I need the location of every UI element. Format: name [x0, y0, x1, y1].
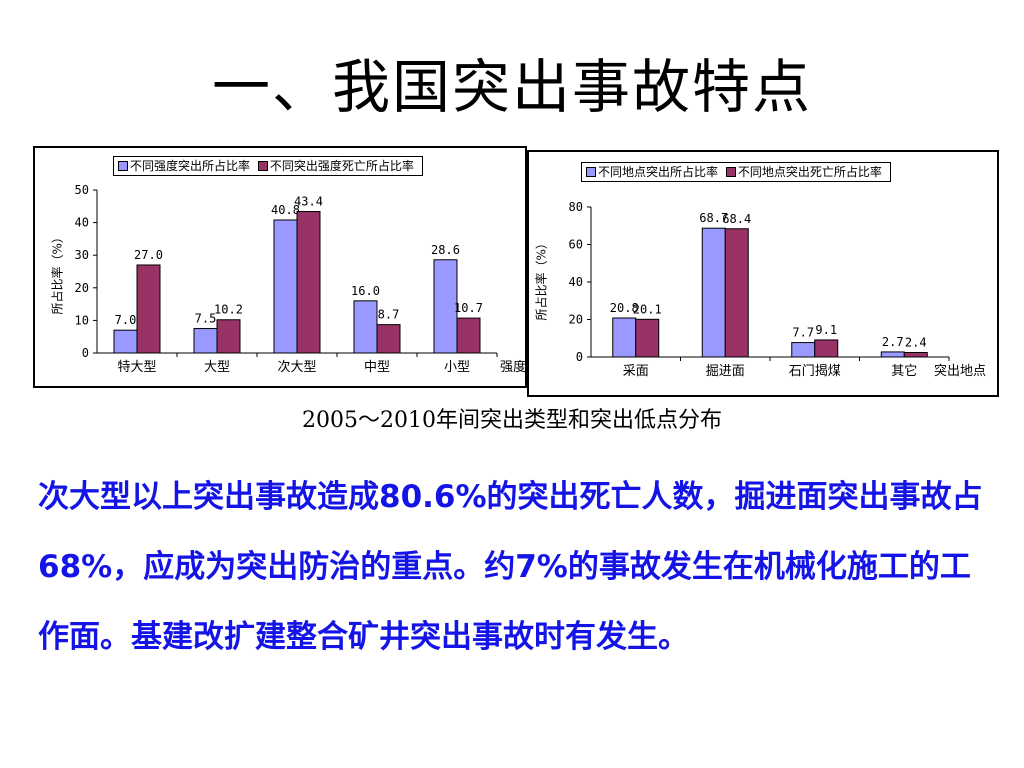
y-tick-label: 0 [576, 350, 583, 364]
bar [113, 329, 138, 354]
legend-item: 不同地点突出所占比率 [586, 163, 718, 181]
data-label: 7.0 [115, 313, 137, 327]
location-chart-legend: 不同地点突出所占比率 不同地点突出死亡所占比率 [581, 162, 891, 182]
x-tick-label: 大型 [204, 360, 230, 375]
legend-label: 不同强度突出所占比率 [130, 159, 251, 173]
y-tick-label: 40 [75, 216, 89, 230]
bar [376, 324, 401, 354]
x-tick-label: 掘进面 [706, 364, 745, 379]
legend-label: 不同地点突出所占比率 [598, 165, 719, 179]
x-axis-label: 强度 [500, 359, 525, 375]
data-label: 10.7 [454, 301, 483, 315]
data-label: 2.4 [905, 336, 927, 350]
bar [273, 219, 298, 354]
bar [353, 300, 378, 354]
data-label: 10.2 [214, 303, 243, 317]
bar [814, 339, 839, 358]
bar [903, 352, 928, 358]
figure-caption: 2005～2010年间突出类型和突出低点分布 [302, 408, 722, 433]
bar [136, 264, 161, 354]
y-tick-label: 10 [75, 313, 89, 327]
data-label: 8.7 [378, 308, 400, 322]
data-label: 68.7 [699, 211, 728, 225]
location-chart-plot: 0 20 40 60 80 采面 20.820.1 掘进面 68.768.4 石门揭煤 7.7 9.1… [569, 200, 986, 379]
y-tick-label: 0 [82, 346, 89, 360]
y-tick-label: 20 [75, 281, 89, 295]
x-axis-label: 突出地点 [934, 363, 986, 379]
y-tick-label: 80 [569, 200, 583, 214]
y-tick-label: 30 [75, 248, 89, 262]
data-label: 20.1 [633, 302, 662, 316]
x-tick-label: 小型 [444, 360, 470, 375]
legend-swatch [725, 167, 736, 177]
legend-item: 不同地点突出死亡所占比率 [725, 163, 882, 181]
data-label: 40.8 [271, 203, 300, 217]
x-tick-label: 次大型 [277, 359, 316, 375]
legend-swatch [586, 167, 596, 177]
bar [216, 319, 241, 354]
data-label: 16.0 [351, 284, 380, 298]
bar [193, 328, 218, 354]
data-label: 28.6 [431, 243, 460, 257]
data-label: 20.8 [610, 301, 639, 315]
slide-title: 一、我国突出事故特点 [211, 53, 812, 121]
data-label: 43.4 [294, 195, 323, 209]
bar [880, 351, 905, 358]
data-label: 68.4 [722, 212, 751, 226]
legend-label: 不同突出强度死亡所占比率 [269, 159, 414, 173]
strength-chart: 不同强度突出所占比率 不同突出强度死亡所占比率 所占比率（%） 0 10 20 30 4… [33, 146, 527, 388]
data-label: 27.0 [134, 248, 163, 262]
y-tick-label: 60 [569, 238, 583, 252]
x-tick-label: 采面 [623, 364, 649, 379]
legend-swatch [118, 161, 128, 171]
location-chart: 不同地点突出所占比率 不同地点突出死亡所占比率 所占比率（%） 0 20 40 60 8… [527, 150, 999, 397]
data-label: 7.7 [792, 326, 814, 340]
bar [724, 228, 749, 358]
legend-label: 不同地点突出死亡所占比率 [737, 165, 882, 179]
bar [456, 317, 481, 354]
x-tick-label: 其它 [891, 363, 917, 379]
data-label: 7.5 [195, 312, 217, 326]
data-label: 9.1 [815, 323, 837, 337]
legend-item: 不同强度突出所占比率 [118, 157, 250, 175]
strength-chart-plot: 0 10 20 30 40 50 特大型 7.0 27.0 大型 7.510.2 次大型 40.843.… [75, 183, 525, 375]
x-tick-label: 石门揭煤 [789, 364, 841, 379]
bar [701, 227, 726, 358]
bar [635, 318, 660, 358]
y-tick-label: 20 [569, 313, 583, 327]
x-tick-label: 中型 [364, 360, 390, 375]
bar [791, 342, 816, 358]
bar [612, 317, 637, 358]
legend-swatch [257, 161, 268, 171]
summary-text: 次大型以上突出事故造成80.6%的突出死亡人数，掘进面突出事故占68%，应成为突… [38, 479, 983, 655]
strength-chart-legend: 不同强度突出所占比率 不同突出强度死亡所占比率 [113, 156, 423, 176]
bar [296, 211, 321, 354]
data-label: 2.7 [882, 335, 904, 349]
legend-item: 不同突出强度死亡所占比率 [257, 157, 414, 175]
x-tick-label: 特大型 [117, 360, 156, 375]
y-tick-label: 50 [75, 183, 89, 197]
bar [433, 259, 458, 354]
y-tick-label: 40 [569, 275, 583, 289]
